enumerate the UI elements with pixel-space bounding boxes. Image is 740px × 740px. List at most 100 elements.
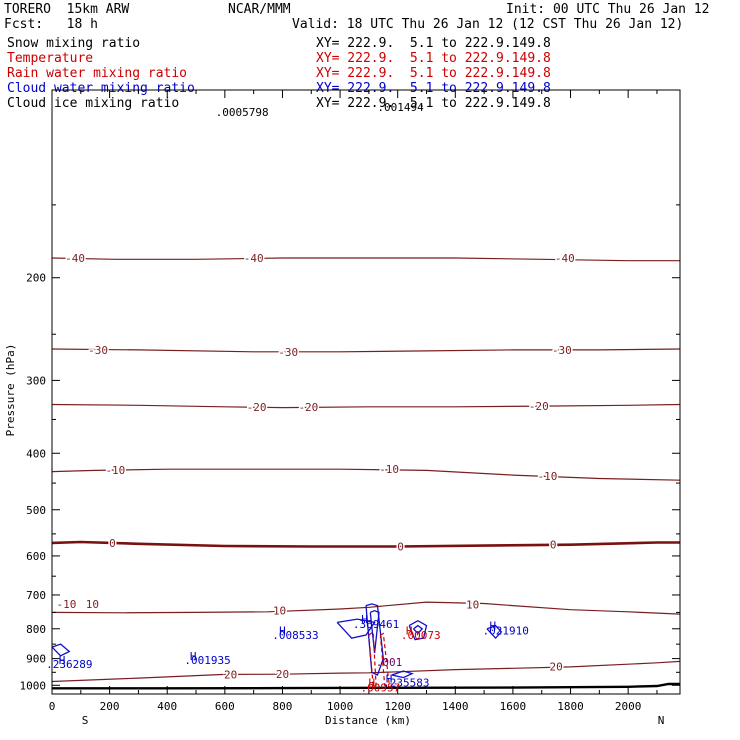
field-name-cloud-water: Cloud water mixing ratio <box>7 81 195 96</box>
axis-ticks: 0 200 400 600 800 1000 1200 1400 1600 1800 2000200… <box>20 90 680 713</box>
cloud-water-contour <box>486 624 503 640</box>
extremum-label: .001494 <box>377 101 424 114</box>
valid-time: Valid: 18 UTC Thu 26 Jan 12 (12 CST Thu … <box>292 17 684 32</box>
extremum-label: .001 <box>376 656 403 669</box>
extremum-label: H <box>361 613 368 626</box>
contour-layer <box>51 257 681 690</box>
model-title: TORERO 15km ARW <box>4 2 130 17</box>
extremum-label: .0005798 <box>216 106 269 119</box>
isotherm-label: 10 <box>86 598 99 611</box>
x-tick-label: 400 <box>157 700 177 713</box>
extremum-label: .236289 <box>46 658 92 671</box>
isotherm-label: -10 <box>538 470 558 483</box>
extremum-label: .369461 <box>353 618 399 631</box>
isotherm-label: -10 <box>56 598 76 611</box>
field-name-snow: Snow mixing ratio <box>7 36 141 51</box>
frame-border <box>51 89 681 695</box>
field-xy-temperature: XY= 222.9. 5.1 to 222.9.149.8 <box>316 51 551 66</box>
field-xy-snow: XY= 222.9. 5.1 to 222.9.149.8 <box>316 36 551 51</box>
isotherm-label: -20 <box>529 400 549 413</box>
extremum-label: .008533 <box>272 629 318 642</box>
plot-frame <box>51 89 681 695</box>
cloud-water-contour <box>413 624 424 635</box>
extremum-label: .235583 <box>383 677 429 690</box>
init-time: Init: 00 UTC Thu 26 Jan 12 <box>506 2 710 17</box>
extremum-label: H <box>59 654 66 667</box>
y-tick-label: 200 <box>26 272 46 285</box>
rain-contour <box>368 630 377 688</box>
y-tick-label: 900 <box>26 653 46 666</box>
isotherm-label: 10 <box>466 599 479 612</box>
contour-labels: -40 -40 -40 -30 -30 -30 -20 -20 -20 -10 -10 -10 0 0 0 -… <box>46 101 576 694</box>
extremum-label: .00957 <box>361 681 401 694</box>
x-tick-label: 1000 <box>327 700 354 713</box>
isotherm--10 <box>51 468 681 481</box>
isotherm-label: -30 <box>552 344 572 357</box>
cloud-water-contour <box>365 603 384 676</box>
x-axis-label: Distance (km) <box>325 714 411 727</box>
isotherm-0 <box>51 540 680 548</box>
field-name-cloud-ice: Cloud ice mixing ratio <box>7 96 180 111</box>
y-tick-label: 800 <box>26 623 46 636</box>
extremum-label: .021910 <box>483 624 529 637</box>
y-tick-label: 400 <box>26 447 46 460</box>
x-tick-label: 0 <box>49 700 56 713</box>
x-end-label-south: S <box>82 714 89 727</box>
x-tick-label: 600 <box>215 700 235 713</box>
field-xy-rain: XY= 222.9. 5.1 to 222.9.149.8 <box>316 66 551 81</box>
isotherm-label: 0 <box>550 539 557 552</box>
isotherm-20 <box>51 660 681 683</box>
x-tick-label: 200 <box>100 700 120 713</box>
x-tick-label: 2000 <box>615 700 642 713</box>
field-xy-cloud-water: XY= 222.9. 5.1 to 222.9.149.8 <box>316 81 551 96</box>
x-tick-label: 1200 <box>384 700 411 713</box>
isotherm-label: -10 <box>379 463 399 476</box>
rain-contour <box>379 632 390 687</box>
extremum-label: H <box>386 672 393 685</box>
cloud-water-contour <box>51 643 71 657</box>
isotherm-label: -40 <box>65 252 85 265</box>
isotherm--30 <box>51 348 681 353</box>
y-tick-label: 700 <box>26 589 46 602</box>
y-tick-label: 500 <box>26 504 46 517</box>
x-tick-label: 1800 <box>557 700 584 713</box>
isotherm-label: -40 <box>555 252 575 265</box>
isotherm-label: -10 <box>105 464 125 477</box>
isotherm--40 <box>51 257 680 262</box>
isotherm-label: 20 <box>550 660 563 673</box>
isotherm-label: -30 <box>278 346 298 359</box>
field-name-temperature: Temperature <box>7 51 94 66</box>
center-title: NCAR/MMM <box>228 2 291 17</box>
isotherm-label: 20 <box>224 668 237 681</box>
field-name-rain: Rain water mixing ratio <box>7 66 188 81</box>
y-tick-label: 600 <box>26 550 46 563</box>
extremum-label: H <box>368 677 375 690</box>
isotherm-label: 0 <box>109 537 116 550</box>
y-tick-label: 1000 <box>20 679 47 692</box>
extremum-label: .00073 <box>401 629 441 642</box>
y-tick-label: 300 <box>26 374 46 387</box>
isotherm-label: -20 <box>247 401 267 414</box>
isotherm-label: -40 <box>244 252 264 265</box>
cloud-water-contour <box>391 670 414 679</box>
extremum-label: H <box>489 620 496 633</box>
cloud-water-contour <box>408 619 428 641</box>
isotherm-label: 20 <box>276 668 289 681</box>
field-xy-cloud-ice: XY= 222.9. 5.1 to 222.9.149.8 <box>316 96 551 111</box>
isotherm-label: -30 <box>88 344 108 357</box>
isotherm-label: 10 <box>273 605 286 618</box>
x-end-label-north: N <box>658 714 665 727</box>
extremum-label: H <box>406 624 413 637</box>
extremum-label: H <box>190 650 197 663</box>
isotherm-10 <box>51 601 681 615</box>
cloud-water-contour <box>336 618 376 639</box>
x-tick-label: 1600 <box>500 700 527 713</box>
extremum-label: .001935 <box>184 654 230 667</box>
x-tick-label: 1400 <box>442 700 469 713</box>
y-axis-label: Pressure (hPa) <box>4 344 17 437</box>
isotherm--20 <box>51 403 681 409</box>
x-tick-label: 800 <box>273 700 293 713</box>
isotherm-label: 0 <box>397 540 404 553</box>
extremum-label: H <box>279 624 286 637</box>
